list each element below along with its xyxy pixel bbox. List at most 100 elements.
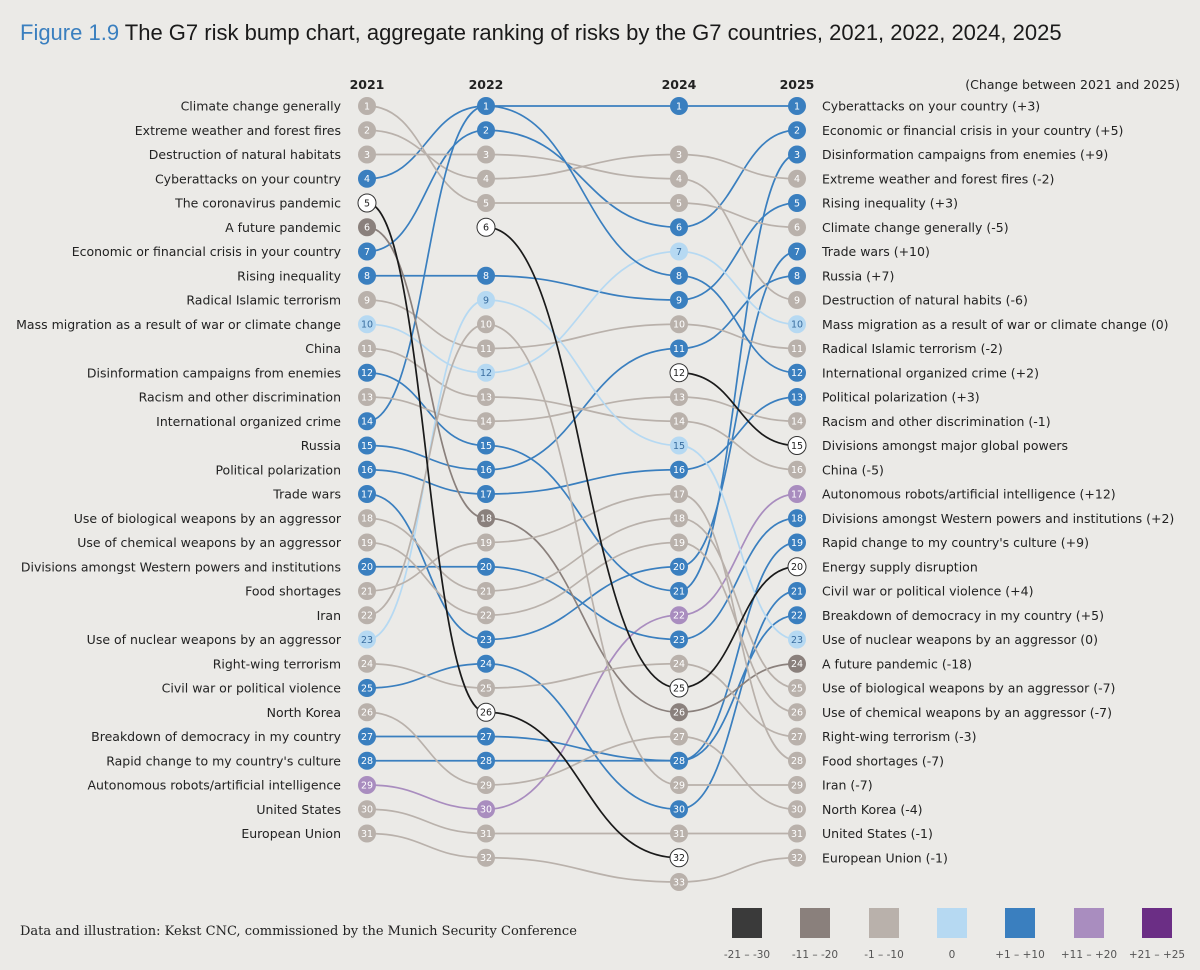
rank-line-14-0 (678, 371, 798, 447)
figure-label: Figure 1.9 (20, 20, 120, 45)
rank-line-1-2 (678, 129, 798, 229)
rank-node-2025-32 (788, 848, 806, 867)
rank-node-2022-2 (477, 121, 495, 140)
label-2025-21: Civil war or political violence (+4) (822, 584, 1033, 599)
rank-number-2022-12: 12 (480, 368, 492, 379)
rank-line-11-0 (366, 105, 487, 423)
rank-number-2022-17: 17 (480, 489, 492, 500)
rank-line-28-1 (485, 323, 680, 786)
label-2021-28: Rapid change to my country's culture (106, 753, 341, 768)
rank-node-2022-18 (477, 509, 495, 528)
rank-line-3-2 (678, 153, 798, 180)
rank-line-10-2 (678, 323, 798, 350)
rank-number-2021-29: 29 (361, 780, 373, 791)
rank-node-2025-3 (788, 145, 806, 164)
label-2021-15: Russia (301, 438, 341, 453)
rank-line-17-2 (678, 517, 798, 641)
label-2021-19: Use of chemical weapons by an aggressor (77, 535, 342, 550)
rank-node-2025-26 (788, 703, 806, 722)
label-2025-23: Use of nuclear weapons by an aggressor (… (822, 632, 1098, 647)
rank-number-2025-4: 4 (794, 174, 800, 185)
label-2025-22: Breakdown of democracy in my country (+5… (822, 608, 1104, 623)
rank-node-2024-22 (670, 606, 688, 625)
rank-number-2024-18: 18 (673, 514, 685, 525)
rank-number-2025-3: 3 (794, 150, 800, 161)
rank-node-2021-25 (358, 679, 376, 697)
label-2021-21: Food shortages (245, 584, 341, 599)
rank-number-2024-24: 24 (673, 659, 685, 670)
rank-number-2025-16: 16 (791, 465, 803, 476)
rank-node-2022-30 (477, 800, 495, 819)
rank-node-2022-31 (477, 824, 495, 843)
rank-node-2024-9 (670, 291, 688, 309)
label-2025-7: Trade wars (+10) (821, 244, 930, 259)
rank-node-2022-26 (476, 702, 496, 722)
rank-node-2021-31 (358, 824, 376, 843)
rank-node-2025-16 (788, 460, 806, 479)
rank-number-2022-11: 11 (480, 344, 492, 355)
rank-line-23-2 (678, 662, 798, 714)
rank-number-2022-28: 28 (480, 756, 492, 767)
rank-node-2025-28 (788, 751, 806, 770)
label-2021-25: Civil war or political violence (162, 681, 342, 696)
legend-swatch-5 (1074, 908, 1104, 938)
rank-node-2025-11 (788, 339, 806, 358)
rank-node-2022-24 (477, 654, 495, 673)
rank-node-2024-28 (670, 751, 688, 770)
rank-node-2021-2 (358, 121, 376, 140)
rank-node-2021-14 (358, 412, 376, 431)
rank-node-2025-2 (788, 121, 806, 140)
rank-line-4-2 (678, 202, 798, 301)
label-2025-14: Racism and other discrimination (-1) (822, 414, 1051, 429)
rank-number-2021-20: 20 (361, 562, 373, 573)
rank-node-2021-20 (358, 557, 376, 576)
rank-line-23-0 (366, 226, 487, 520)
rank-node-2021-1 (358, 97, 376, 115)
rank-node-2025-12 (788, 363, 806, 382)
label-2021-22: Iran (317, 608, 341, 623)
rank-line-1-0 (366, 129, 487, 253)
rank-number-2024-23: 23 (673, 635, 685, 646)
rank-number-2022-19: 19 (480, 538, 492, 549)
rank-node-2025-23 (788, 630, 806, 649)
rank-number-2021-10: 10 (361, 320, 373, 331)
rank-node-2024-13 (670, 388, 688, 406)
rank-node-2025-19 (788, 533, 806, 552)
rank-node-2022-22 (477, 606, 495, 625)
rank-number-2021-18: 18 (361, 514, 373, 525)
rank-node-2024-3 (670, 145, 688, 164)
rank-number-2024-30: 30 (673, 805, 685, 816)
label-2025-24: A future pandemic (-18) (822, 656, 972, 671)
rank-number-2025-5: 5 (794, 198, 800, 209)
label-2025-18: Divisions amongst Western powers and ins… (822, 511, 1174, 526)
rank-number-2021-28: 28 (361, 756, 373, 767)
rank-node-2025-6 (788, 218, 806, 237)
rank-node-2024-26 (670, 703, 688, 722)
rank-number-2021-26: 26 (361, 708, 373, 719)
year-header-2025: 2025 (780, 77, 815, 92)
rank-node-2025-22 (788, 606, 806, 625)
year-header-2024: 2024 (662, 77, 697, 92)
label-2025-10: Mass migration as a result of war or cli… (822, 317, 1169, 332)
rank-node-2025-4 (788, 169, 806, 188)
rank-line-13-0 (366, 396, 487, 423)
legend-label-5: +11 – +20 (1061, 949, 1117, 961)
label-2021-27: Breakdown of democracy in my country (91, 729, 341, 744)
rank-node-2022-27 (477, 727, 495, 746)
rank-node-2024-18 (670, 509, 688, 528)
rank-node-2025-17 (788, 485, 806, 503)
label-2025-17: Autonomous robots/artificial intelligenc… (822, 487, 1116, 502)
rank-line-15-2 (678, 420, 798, 471)
rank-number-2024-13: 13 (673, 392, 685, 403)
rank-line-16-1 (485, 614, 680, 811)
label-2021-31: European Union (241, 826, 341, 841)
rank-line-10-1 (485, 323, 680, 350)
rank-number-2021-31: 31 (361, 829, 373, 840)
rank-line-30-0 (366, 808, 487, 835)
rank-node-2022-6 (476, 217, 496, 237)
rank-node-2022-17 (477, 485, 495, 503)
rank-node-2025-9 (788, 291, 806, 309)
rank-number-2025-19: 19 (791, 538, 803, 549)
rank-node-2024-12 (669, 363, 689, 383)
